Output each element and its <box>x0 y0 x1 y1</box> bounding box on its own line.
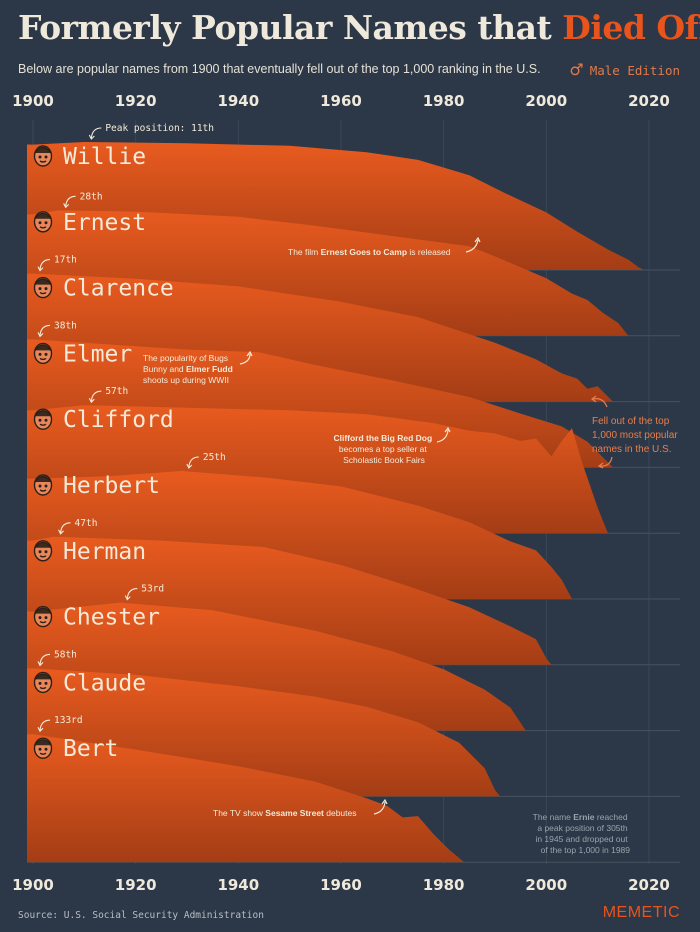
name-label: Elmer <box>63 341 132 367</box>
face-icon <box>33 540 53 562</box>
face-icon <box>33 474 53 496</box>
x-tick-bottom: 1940 <box>217 876 259 894</box>
annotation-elmer: The popularity of Bugs Bunny and Elmer F… <box>143 353 235 385</box>
face-icon <box>33 276 53 299</box>
face-icon <box>33 408 53 430</box>
name-label: Clarence <box>63 276 174 302</box>
x-tick-bottom: 2020 <box>628 876 670 894</box>
arrow-icon <box>88 127 102 140</box>
arrow-icon <box>597 456 613 469</box>
area-bert <box>27 734 465 863</box>
face-icon <box>33 145 53 167</box>
name-label: Chester <box>63 605 160 631</box>
face-icon <box>33 671 53 694</box>
name-label: Ernest <box>63 210 146 236</box>
arrow-icon <box>124 588 138 601</box>
x-tick-bottom: 2000 <box>525 876 567 894</box>
x-tick-top: 2000 <box>525 92 567 110</box>
name-label: Clifford <box>63 407 174 433</box>
arrow-icon <box>88 390 102 404</box>
x-tick-top: 1900 <box>12 92 54 110</box>
peak-label: 28th <box>80 191 103 202</box>
edition-text: Male Edition <box>589 63 680 78</box>
peak-label: 38th <box>54 320 77 331</box>
arrow-icon <box>37 653 51 667</box>
arrow-icon <box>239 350 253 365</box>
peak-label: Peak position: 11th <box>105 123 214 134</box>
arrow-icon <box>436 426 451 443</box>
legend-note: Fell out of the top 1,000 most popular n… <box>592 416 680 455</box>
peak-label: 133rd <box>54 715 83 726</box>
arrow-icon <box>37 324 51 338</box>
x-tick-bottom: 1920 <box>115 876 157 894</box>
face-icon <box>33 342 53 365</box>
name-label: Herman <box>63 539 146 565</box>
row-bert: Bert 133rd <box>27 715 680 863</box>
arrow-icon <box>58 522 71 535</box>
annotation-ernest: The film Ernest Goes to Camp is released <box>288 247 451 257</box>
peak-label: 58th <box>54 649 77 660</box>
peak-label: 57th <box>105 386 128 397</box>
face-icon <box>33 605 53 628</box>
title-highlight: Died Off <box>562 8 700 47</box>
subtitle: Below are popular names from 1900 that e… <box>18 62 541 76</box>
x-tick-top: 1960 <box>320 92 362 110</box>
arrow-icon <box>186 456 199 469</box>
peak-label: 25th <box>203 452 226 463</box>
x-tick-bottom: 1960 <box>320 876 362 894</box>
name-label: Claude <box>63 670 146 696</box>
arrow-icon <box>37 259 51 272</box>
arrow-icon <box>591 395 608 408</box>
name-label: Willie <box>63 144 146 170</box>
arrow-icon <box>465 236 481 253</box>
face-icon <box>33 211 53 233</box>
x-tick-top: 1940 <box>217 92 259 110</box>
peak-label: 17th <box>54 255 77 266</box>
brand-logo: MEMETIC <box>602 904 680 921</box>
page-title: Formerly Popular Names that Died Off <box>18 8 700 47</box>
x-tick-top: 2020 <box>628 92 670 110</box>
edition-label: ♂ Male Edition <box>569 60 680 79</box>
x-tick-top: 1920 <box>115 92 157 110</box>
face-icon <box>33 737 53 759</box>
annotation-bert: The TV show Sesame Street debutes <box>213 808 357 818</box>
name-label: Herbert <box>63 473 160 499</box>
x-tick-bottom: 1900 <box>12 876 54 894</box>
ernie-note: The name Ernie reached a peak position o… <box>533 812 631 855</box>
male-symbol-icon: ♂ <box>569 60 584 79</box>
x-tick-bottom: 1980 <box>423 876 465 894</box>
name-label: Bert <box>63 736 118 762</box>
peak-label: 47th <box>75 518 98 529</box>
source-note: Source: U.S. Social Security Administrat… <box>18 910 264 921</box>
x-tick-top: 1980 <box>423 92 465 110</box>
annotation-clifford: Clifford the Big Red Dog becomes a top s… <box>333 433 434 465</box>
arrow-icon <box>63 195 76 209</box>
arrow-icon <box>373 798 388 815</box>
arrow-icon <box>37 719 51 733</box>
peak-label: 53rd <box>141 584 164 595</box>
title-main: Formerly Popular Names that <box>18 8 563 47</box>
